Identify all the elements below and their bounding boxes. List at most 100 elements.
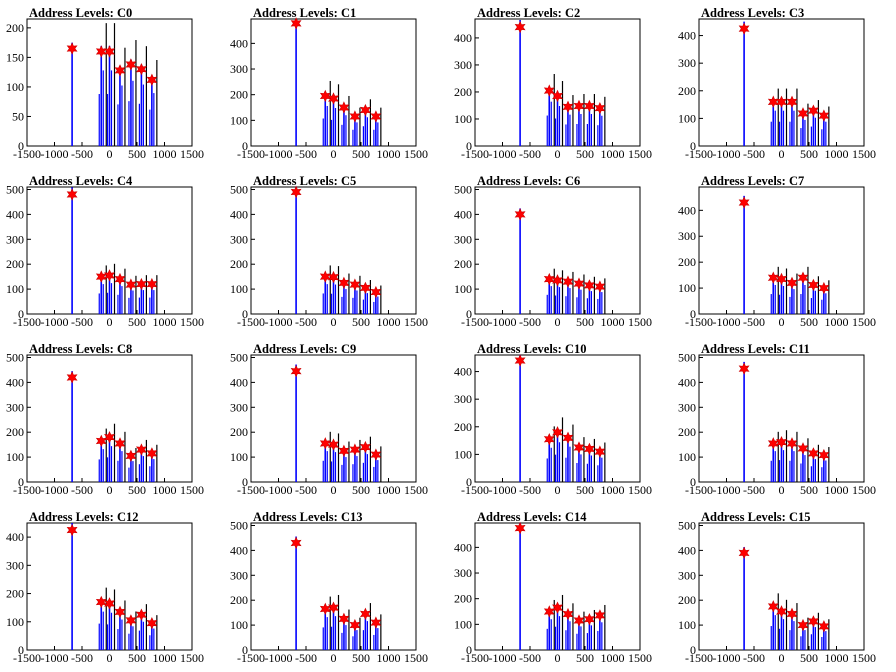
- y-tick-label: 0: [690, 643, 696, 657]
- peak-marker: [776, 272, 787, 286]
- peak-marker: [552, 426, 563, 439]
- y-tick-label: 0: [242, 307, 248, 321]
- x-tick-label: -500: [519, 147, 541, 161]
- y-tick-label: 100: [6, 80, 24, 94]
- x-tick-label: 500: [800, 651, 818, 665]
- x-tick-label: -1500: [461, 483, 489, 497]
- peak-marker: [104, 597, 115, 610]
- chart-panel-1: Address Levels: C1 0 100 200 300 400 -1500 -100…: [230, 6, 428, 161]
- y-tick-label: 400: [454, 365, 472, 379]
- x-tick-label: 1000: [153, 483, 177, 497]
- peak-marker: [552, 274, 563, 287]
- peak-marker: [125, 278, 137, 291]
- peak-marker: [818, 281, 830, 295]
- peak-marker: [104, 269, 115, 282]
- x-tick-label: 500: [576, 315, 594, 329]
- y-tick-label: 500: [678, 350, 696, 364]
- x-tick-label: 1500: [852, 147, 876, 161]
- peak-marker: [583, 99, 595, 113]
- peak-marker: [95, 434, 107, 448]
- y-tick-label: 300: [454, 566, 472, 580]
- x-tick-label: 500: [800, 147, 818, 161]
- x-tick-label: -1500: [13, 315, 41, 329]
- x-tick-label: -500: [743, 315, 765, 329]
- x-tick-label: -1000: [41, 315, 69, 329]
- x-tick-label: -1500: [237, 483, 265, 497]
- y-tick-label: 200: [230, 425, 248, 439]
- x-tick-label: 1500: [404, 651, 428, 665]
- x-tick-label: -1500: [461, 651, 489, 665]
- peak-marker: [514, 20, 526, 34]
- y-tick-label: 100: [6, 450, 24, 464]
- peak-marker: [135, 443, 147, 456]
- peak-marker: [349, 278, 361, 291]
- y-tick-label: 500: [6, 182, 24, 196]
- y-tick-label: 400: [678, 375, 696, 389]
- peak-marker: [562, 607, 574, 621]
- y-tick-label: 200: [6, 257, 24, 271]
- y-tick-label: 500: [6, 350, 24, 364]
- x-tick-label: -500: [295, 147, 317, 161]
- peak-marker: [543, 432, 555, 446]
- x-tick-label: -1500: [461, 315, 489, 329]
- peak-marker: [290, 185, 302, 199]
- y-tick-label: 200: [6, 21, 24, 35]
- chart-panel-12: Address Levels: C12 0 100 200 300 400 -1500 -10…: [6, 510, 204, 665]
- peak-marker: [543, 605, 555, 618]
- x-tick-label: 0: [107, 147, 113, 161]
- y-tick-label: 200: [678, 84, 696, 98]
- x-tick-label: 500: [576, 651, 594, 665]
- peak-marker: [738, 22, 750, 35]
- peak-marker: [573, 99, 585, 113]
- x-tick-label: 1500: [180, 147, 204, 161]
- peak-marker: [319, 270, 331, 283]
- peak-marker: [818, 109, 830, 122]
- y-tick-label: 100: [6, 282, 24, 296]
- y-tick-label: 400: [678, 543, 696, 557]
- x-tick-label: 1000: [825, 651, 849, 665]
- peak-marker: [319, 437, 331, 450]
- y-tick-label: 200: [230, 593, 248, 607]
- y-tick-label: 300: [678, 568, 696, 582]
- x-tick-label: 0: [555, 315, 561, 329]
- y-tick-label: 300: [6, 400, 24, 414]
- y-tick-label: 0: [242, 139, 248, 153]
- x-tick-label: 1500: [404, 483, 428, 497]
- x-tick-label: -500: [743, 147, 765, 161]
- x-tick-label: 0: [107, 483, 113, 497]
- y-tick-label: 500: [230, 182, 248, 196]
- x-tick-label: -500: [71, 147, 93, 161]
- peak-marker: [290, 17, 302, 30]
- peak-marker: [338, 612, 350, 626]
- y-tick-label: 100: [230, 113, 248, 127]
- x-tick-label: -500: [71, 315, 93, 329]
- x-tick-label: 0: [555, 651, 561, 665]
- y-tick-label: 400: [6, 207, 24, 221]
- y-tick-label: 400: [230, 207, 248, 221]
- y-tick-label: 0: [690, 475, 696, 489]
- x-tick-label: -1500: [685, 315, 713, 329]
- peak-marker: [125, 449, 137, 463]
- peak-marker: [349, 618, 361, 632]
- y-tick-label: 300: [6, 232, 24, 246]
- peak-marker: [797, 271, 809, 284]
- peak-marker: [552, 89, 563, 103]
- x-tick-label: 0: [107, 651, 113, 665]
- y-tick-label: 200: [454, 257, 472, 271]
- y-tick-label: 300: [454, 58, 472, 72]
- peak-marker: [738, 362, 750, 375]
- y-tick-label: 0: [18, 643, 24, 657]
- x-tick-label: 0: [555, 147, 561, 161]
- chart-title: Address Levels: C5: [253, 174, 356, 188]
- y-tick-label: 100: [454, 112, 472, 126]
- y-tick-label: 300: [678, 400, 696, 414]
- peak-marker: [135, 62, 147, 76]
- peak-marker: [135, 277, 147, 291]
- x-tick-label: 0: [779, 483, 785, 497]
- x-tick-label: -1000: [713, 651, 741, 665]
- peak-marker: [514, 354, 526, 367]
- y-tick-label: 100: [678, 111, 696, 125]
- x-tick-label: 1000: [377, 651, 401, 665]
- peak-marker: [583, 279, 595, 292]
